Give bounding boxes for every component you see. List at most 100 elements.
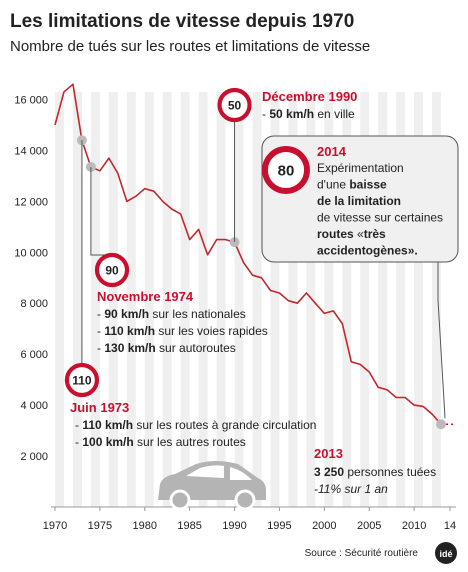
annotation-text: - bbox=[262, 107, 269, 121]
band bbox=[108, 92, 118, 507]
band bbox=[162, 92, 172, 507]
annotation-line: -11% sur 1 an bbox=[314, 482, 388, 496]
annotation-text: sur les voies rapides bbox=[155, 324, 268, 338]
source: Source : Sécurité routière bbox=[305, 548, 419, 559]
annotation-line: de la limitation bbox=[317, 194, 401, 208]
annotation-text: personnes tuées bbox=[344, 465, 436, 479]
data-line bbox=[54, 83, 442, 425]
band bbox=[72, 92, 82, 507]
annotation-date: 2013 bbox=[314, 446, 343, 461]
annotation-line: - 130 km/h sur autoroutes bbox=[97, 341, 236, 355]
annotation-line: - 90 km/h sur les nationales bbox=[97, 307, 246, 321]
annotation-date: Juin 1973 bbox=[70, 400, 129, 415]
annotation-date: Décembre 1990 bbox=[262, 89, 357, 104]
y-tick-label: 6 000 bbox=[20, 349, 48, 361]
annotation-text: très bbox=[364, 227, 386, 241]
annotation-line: d'une baisse bbox=[317, 178, 387, 192]
band bbox=[144, 92, 154, 507]
band bbox=[306, 92, 316, 507]
annotation-text: 110 km/h bbox=[104, 324, 155, 338]
annotation-text: - bbox=[97, 341, 104, 355]
band bbox=[180, 92, 190, 507]
annotation-line: de vitesse sur certaines bbox=[317, 211, 443, 225]
car-icon bbox=[158, 461, 266, 511]
y-tick-label: 16 000 bbox=[14, 94, 48, 106]
speed-sign-label: 80 bbox=[278, 162, 295, 179]
speed-sign-label: 50 bbox=[228, 98, 242, 112]
speed-sign-label: 110 bbox=[72, 373, 92, 387]
x-tick-label: 2000 bbox=[312, 520, 336, 532]
band bbox=[414, 92, 424, 507]
speed-sign-label: 90 bbox=[105, 263, 119, 277]
annotation-date: Novembre 1974 bbox=[97, 289, 194, 304]
band bbox=[396, 92, 406, 507]
chart-title: Les limitations de vitesse depuis 1970 bbox=[10, 11, 354, 32]
annotation-text: 50 km/h bbox=[269, 107, 314, 121]
annotation-text: de la limitation bbox=[317, 194, 401, 208]
annotation-text: sur autoroutes bbox=[156, 341, 236, 355]
band bbox=[288, 92, 298, 507]
plot: 2 000 4 000 6 000 8 000 10 000 12 000 14 000 16… bbox=[14, 83, 456, 532]
band bbox=[324, 92, 334, 507]
annotation-text: - bbox=[75, 418, 82, 432]
annotation-line: - 110 km/h sur les routes à grande circu… bbox=[75, 418, 316, 432]
annotation-text: 130 km/h bbox=[104, 341, 155, 355]
y-tick-label: 14 000 bbox=[14, 145, 48, 157]
y-tick-label: 12 000 bbox=[14, 196, 48, 208]
annotation-line: accidentogènes». bbox=[317, 244, 418, 258]
y-tick-label: 10 000 bbox=[14, 247, 48, 259]
annotation-line: - 50 km/h en ville bbox=[262, 107, 355, 121]
band bbox=[342, 92, 352, 507]
x-tick-label: 1985 bbox=[177, 520, 201, 532]
x-tick-label: 1990 bbox=[222, 520, 246, 532]
band bbox=[252, 92, 262, 507]
annotation-text: « bbox=[354, 227, 364, 241]
x-tick-label: 2005 bbox=[357, 520, 381, 532]
annotation-text: en ville bbox=[314, 107, 355, 121]
band bbox=[126, 92, 136, 507]
band bbox=[360, 92, 370, 507]
x-tick-label: 1970 bbox=[43, 520, 67, 532]
band bbox=[432, 92, 442, 507]
annotation-text: 110 km/h bbox=[82, 418, 133, 432]
x-tick-label: 14 bbox=[444, 520, 456, 532]
annotation-box bbox=[261, 135, 459, 263]
annotation-text: 100 km/h bbox=[82, 435, 133, 449]
annotation-text: sur les nationales bbox=[149, 307, 246, 321]
speed-sign bbox=[94, 252, 130, 288]
speed-sign bbox=[262, 146, 310, 194]
band bbox=[198, 92, 208, 507]
annotation-text: de vitesse sur certaines bbox=[317, 211, 443, 225]
band bbox=[234, 92, 244, 507]
annotation-text: - bbox=[97, 324, 104, 338]
x-tick-label: 1995 bbox=[267, 520, 291, 532]
highlight-point bbox=[436, 419, 447, 430]
annotation-date: 2014 bbox=[317, 144, 347, 159]
annotation-line: - 100 km/h sur les autres routes bbox=[75, 435, 246, 449]
annotation-text: routes bbox=[317, 227, 354, 241]
annotation-text: accidentogènes». bbox=[317, 244, 418, 258]
x-tick-label: 2010 bbox=[402, 520, 426, 532]
annotation-text: d'une bbox=[317, 178, 349, 192]
annotation-text: baisse bbox=[349, 178, 387, 192]
speed-sign bbox=[217, 87, 252, 123]
annotation-text: - bbox=[75, 435, 82, 449]
annotation-line: - 110 km/h sur les voies rapides bbox=[97, 324, 268, 338]
x-tick-label: 1975 bbox=[88, 520, 112, 532]
band bbox=[55, 92, 64, 507]
band bbox=[378, 92, 388, 507]
annotations: 110 Juin 1973 - 110 km/h sur les routes à … bbox=[64, 87, 459, 496]
y-tick-label: 8 000 bbox=[20, 298, 48, 310]
y-tick-label: 4 000 bbox=[20, 400, 48, 412]
annotation-line: 3 250 personnes tuées bbox=[314, 465, 436, 479]
y-tick-label: 2 000 bbox=[20, 451, 48, 463]
logo: idé bbox=[439, 549, 452, 559]
band bbox=[90, 92, 100, 507]
band bbox=[216, 92, 226, 507]
x-tick-label: 1980 bbox=[133, 520, 157, 532]
annotation-line: routes «très bbox=[317, 227, 386, 241]
annotation-text: sur les autres routes bbox=[134, 435, 246, 449]
annotation-text: Expérimentation bbox=[317, 161, 404, 175]
band bbox=[270, 92, 280, 507]
